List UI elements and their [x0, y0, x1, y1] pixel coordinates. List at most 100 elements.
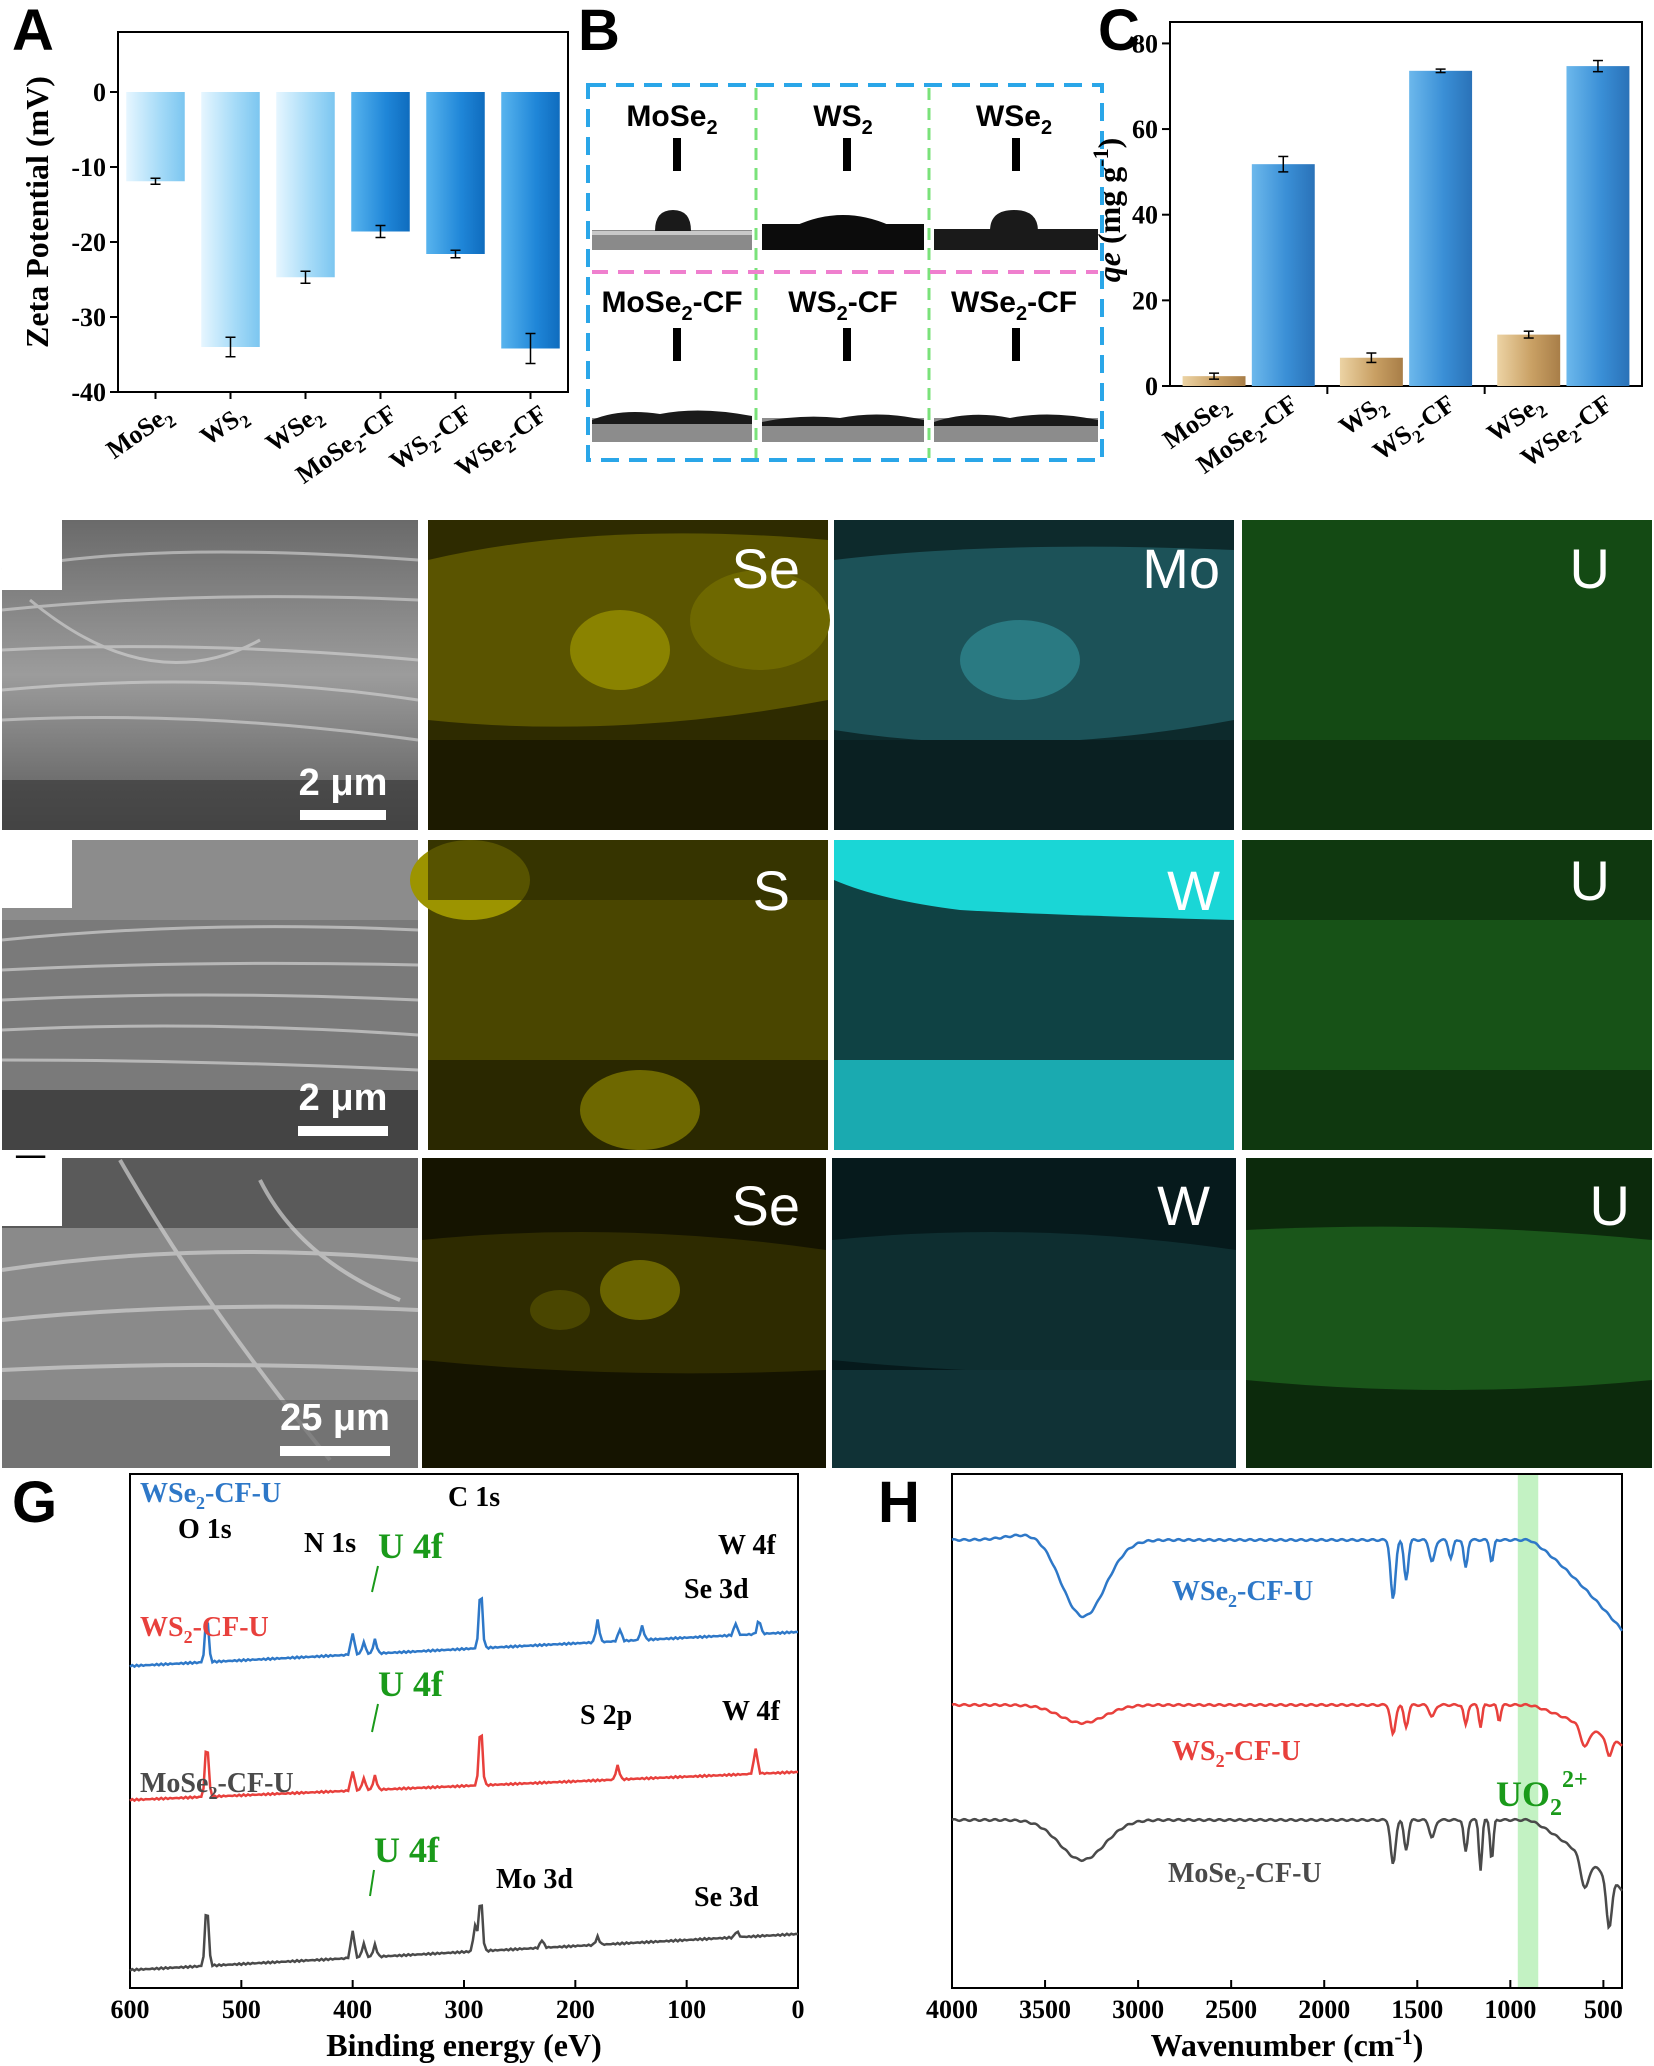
series-label-h-1: WS2-CF-U: [1172, 1736, 1301, 1771]
map-label-f-u: U: [1590, 1174, 1630, 1237]
peak-label-g-2: N 1s: [304, 1528, 356, 1559]
panel-b-frame: [586, 83, 1104, 462]
xtick-label-g: 100: [667, 1995, 706, 2024]
label-wse2: WSe2: [976, 100, 1052, 139]
panel-label-c: C: [1098, 0, 1140, 63]
needle-2: [843, 138, 851, 171]
bar-a-WSe2-CF: [501, 92, 560, 349]
label-ws2-cf: WS2-CF: [788, 286, 897, 325]
ytick-label: 60: [1132, 115, 1158, 144]
ftir-chart: 4000 3500 3000 2500 2000 1500 1000 500 Wavenumbe…: [926, 1473, 1624, 2063]
xps-series-WSe2-CF-U: [129, 1596, 799, 1669]
substrate-wse2: [934, 229, 1098, 250]
label-mose2: MoSe2: [626, 100, 717, 139]
map-label-f-se: Se: [732, 1174, 801, 1237]
xlabel-h: Wavenumber (cm-1): [1151, 2024, 1424, 2063]
uo2-label: UO22+: [1496, 1767, 1588, 1821]
label-ws2: WS2: [813, 100, 872, 139]
xtick-label-h: 2500: [1205, 1995, 1257, 2024]
panel-label-g: G: [12, 1470, 57, 1535]
scale-label-d: 2 μm: [299, 762, 388, 804]
needle-1: [673, 138, 681, 171]
xps-chart: 600 500 400 300 200 100 0 Binding energy (eV) WS…: [111, 1473, 805, 2063]
map-label-e-w: W: [1167, 859, 1220, 922]
u4f-leader: [371, 1703, 379, 1733]
xtick-label-h: 1000: [1484, 1995, 1536, 2024]
axes-frame-c: [1169, 21, 1643, 387]
scale-label-e: 2 μm: [299, 1077, 388, 1119]
sem-eds-panels: 2 μm Se Mo U 2 μm S W: [1, 520, 1652, 1468]
scale-bar-f: [280, 1446, 390, 1456]
needle-6: [1012, 328, 1020, 361]
uo2-highlight-band: [1517, 1474, 1539, 1988]
xtick-label-g: 300: [445, 1995, 484, 2024]
bar-a-MoSe2-CF: [351, 92, 410, 232]
peak-label-g-11: Se 3d: [694, 1882, 759, 1913]
xtick-label-h: 3000: [1112, 1995, 1164, 2024]
xtick-label-g: 0: [792, 1995, 805, 2024]
axes-frame-a: [117, 31, 569, 393]
ytick-label: -30: [71, 303, 106, 332]
xtick-label-g: 400: [333, 1995, 372, 2024]
xtick-label-h: 3500: [1019, 1995, 1071, 2024]
xtick-label-a-0: MoSe2: [101, 399, 180, 468]
xtick-label-h: 500: [1584, 1995, 1623, 2024]
ytick-label: -20: [71, 228, 106, 257]
bar-c-MoSe2: [1182, 376, 1246, 386]
map-label-e-s: S: [753, 859, 790, 922]
xtick-label-g: 500: [222, 1995, 261, 2024]
xtick-label-a-1: WS2: [195, 399, 255, 455]
panel-label-b: B: [578, 0, 620, 63]
contact-angle-panel: MoSe2 WS2 WSe2 MoSe2-CF WS2-CF WSe2-CF: [586, 83, 1104, 462]
peak-label-g-6: U 4f: [378, 1664, 444, 1704]
bar-c-WS2-CF: [1409, 70, 1473, 387]
ftir-series-WS2-CF-U: [951, 1702, 1623, 1757]
series-label-h-0: WSe2-CF-U: [1172, 1576, 1313, 1611]
xtick-label-h: 2000: [1298, 1995, 1350, 2024]
xtick-label-c-5: WSe2-CF: [1515, 389, 1620, 477]
scale-bar-d: [300, 810, 386, 820]
ytick-label: -10: [71, 153, 106, 182]
peak-label-g-8: W 4f: [722, 1696, 780, 1727]
needle-3: [1012, 138, 1020, 171]
peak-label-g-3: U 4f: [378, 1526, 444, 1566]
scale-label-f: 25 μm: [280, 1397, 390, 1439]
bar-a-WS2: [201, 92, 260, 347]
xps-series-MoSe2-CF-U: [129, 1904, 799, 1973]
bar-a-MoSe2: [126, 92, 185, 182]
xps-series-WS2-CF-U: [129, 1733, 799, 1803]
series-label-g-2: MoSe2-CF-U: [140, 1768, 294, 1803]
ylabel-c: qe (mg g-1): [1088, 138, 1127, 283]
needle-5: [843, 328, 851, 361]
peak-label-g-0: O 1s: [178, 1514, 232, 1545]
droplet-ws2: [795, 215, 891, 226]
axes-frame-h: [951, 1473, 1623, 1989]
ytick-label: 0: [1145, 372, 1158, 401]
peak-label-g-9: U 4f: [374, 1830, 440, 1870]
xtick-label-g: 600: [111, 1995, 150, 2024]
ytick-label: 20: [1132, 286, 1158, 315]
series-label-g-0: WSe2-CF-U: [140, 1478, 281, 1513]
panel-label-a: A: [12, 0, 54, 63]
ytick-label: 80: [1132, 29, 1158, 58]
xtick-label-g: 200: [556, 1995, 595, 2024]
peak-label-g-4: W 4f: [718, 1530, 776, 1561]
xlabel-g: Binding energy (eV): [326, 2027, 602, 2063]
droplet-mose2: [655, 210, 691, 231]
ytick-label: 40: [1132, 201, 1158, 230]
map-label-d-se: Se: [732, 537, 801, 600]
ftir-series-WSe2-CF-U: [951, 1533, 1624, 1632]
droplet-wse2: [990, 210, 1038, 231]
map-label-d-u: U: [1570, 537, 1610, 600]
series-label-g-1: WS2-CF-U: [140, 1612, 269, 1647]
label-wse2-cf: WSe2-CF: [951, 286, 1077, 325]
ytick-label: -40: [71, 378, 106, 407]
map-label-d-mo: Mo: [1142, 537, 1220, 600]
ytick-label: 0: [93, 78, 106, 107]
needle-4: [673, 328, 681, 361]
ftir-series-MoSe2-CF-U: [951, 1817, 1623, 1931]
bar-a-WSe2: [276, 92, 335, 278]
